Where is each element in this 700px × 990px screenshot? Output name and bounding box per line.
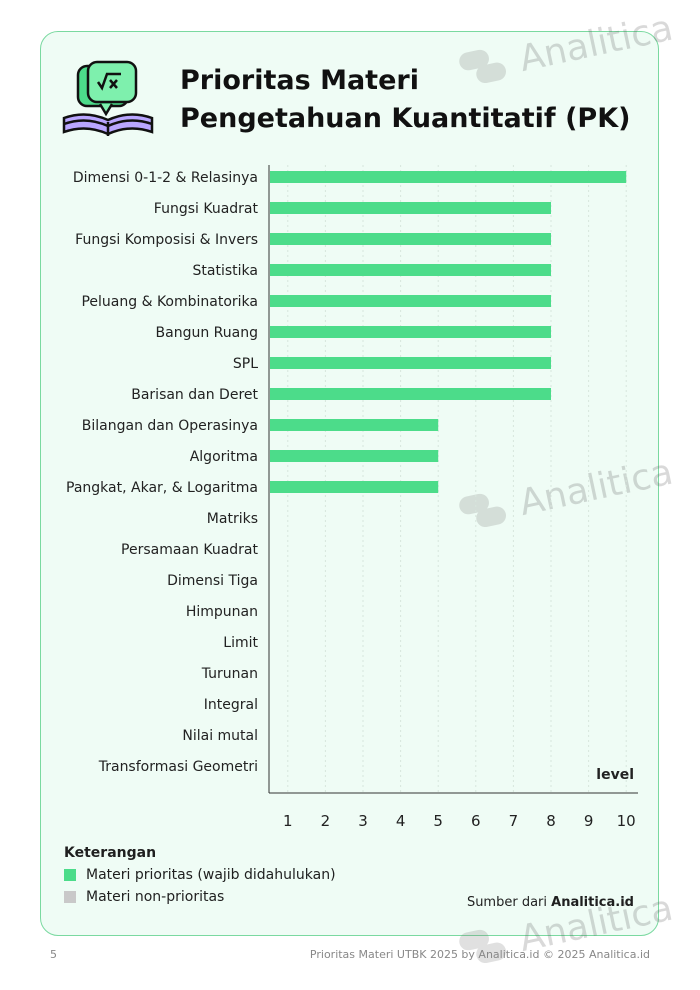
category-label: Dimensi 0-1-2 & Relasinya	[73, 170, 258, 186]
x-tick-label: 4	[396, 812, 406, 830]
category-label: Barisan dan Deret	[131, 387, 258, 403]
watermark: Analitica	[453, 450, 677, 539]
legend-swatch-priority	[64, 869, 76, 881]
x-tick-label: 6	[471, 812, 481, 830]
category-label: Dimensi Tiga	[167, 573, 258, 589]
x-tick-label: 2	[321, 812, 331, 830]
x-tick-label: 9	[584, 812, 594, 830]
legend: Keterangan Materi prioritas (wajib didah…	[64, 845, 336, 905]
bar	[270, 202, 551, 214]
analitica-logo-icon	[459, 49, 507, 84]
category-label: Fungsi Komposisi & Invers	[75, 232, 258, 248]
watermark: Analitica	[453, 6, 677, 95]
source-brand: Analitica.id	[551, 895, 634, 910]
bar	[270, 388, 551, 400]
analitica-logo-icon	[459, 493, 507, 528]
category-label: Persamaan Kuadrat	[121, 542, 258, 558]
x-tick-label: 8	[546, 812, 556, 830]
category-label: Nilai mutal	[182, 728, 258, 744]
legend-item-priority: Materi prioritas (wajib didahulukan)	[64, 867, 336, 883]
legend-title: Keterangan	[64, 845, 157, 861]
analitica-logo-icon	[459, 929, 507, 964]
category-label: Limit	[223, 635, 258, 651]
x-axis-label: level	[596, 767, 634, 783]
category-label: SPL	[233, 356, 258, 372]
x-tick-label: 10	[617, 812, 636, 830]
category-label: Himpunan	[186, 604, 258, 620]
bar	[270, 450, 439, 462]
legend-swatch-non-priority	[64, 891, 76, 903]
bar	[270, 326, 551, 338]
page-title: Prioritas Materi Pengetahuan Kuantitatif…	[180, 62, 630, 138]
legend-label: Materi prioritas (wajib didahulukan)	[86, 867, 336, 883]
category-label: Pangkat, Akar, & Logaritma	[66, 480, 258, 496]
title-line-2: Pengetahuan Kuantitatif (PK)	[180, 103, 631, 134]
x-tick-label: 5	[433, 812, 443, 830]
category-label: Transformasi Geometri	[98, 759, 258, 775]
bar	[270, 357, 551, 369]
category-label: Statistika	[193, 263, 258, 279]
source-prefix: Sumber dari	[466, 895, 547, 910]
x-tick-label: 1	[283, 812, 293, 830]
category-label: Bangun Ruang	[156, 325, 258, 341]
bar	[270, 264, 551, 276]
title-line-1: Prioritas Materi	[180, 65, 419, 96]
category-label: Algoritma	[190, 449, 258, 465]
page-number: 5	[50, 948, 57, 961]
bar	[270, 233, 551, 245]
x-tick-label: 3	[358, 812, 368, 830]
category-label: Matriks	[207, 511, 258, 527]
source-credit: Sumber dari Analitica.id	[467, 895, 634, 910]
legend-label: Materi non-prioritas	[86, 889, 225, 905]
footer-text: Prioritas Materi UTBK 2025 by Analitica.…	[309, 948, 650, 961]
category-label: Bilangan dan Operasinya	[82, 418, 258, 434]
category-label: Integral	[204, 697, 258, 713]
bar	[270, 481, 439, 493]
bar	[270, 295, 551, 307]
bar	[270, 419, 439, 431]
category-label: Peluang & Kombinatorika	[81, 294, 258, 310]
book-math-icon	[62, 60, 154, 136]
bar	[270, 171, 627, 183]
category-label: Turunan	[201, 666, 258, 682]
legend-item-non-priority: Materi non-prioritas	[64, 889, 336, 905]
watermark: Analitica	[453, 886, 677, 975]
x-tick-label: 7	[509, 812, 519, 830]
category-label: Fungsi Kuadrat	[154, 201, 259, 217]
